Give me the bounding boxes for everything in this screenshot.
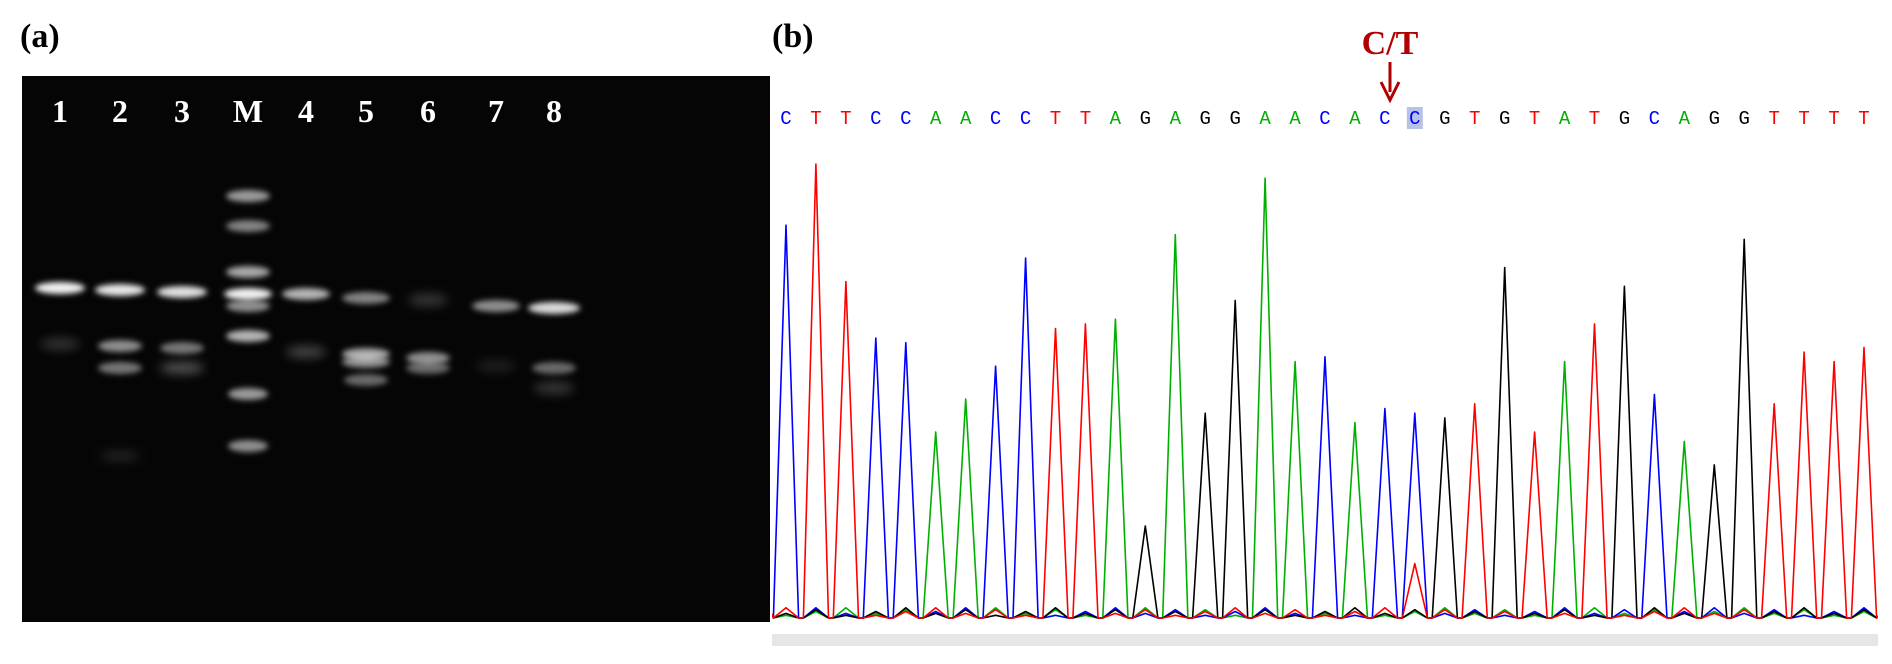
- base-call: T: [1798, 108, 1809, 130]
- gel-band: [226, 300, 270, 312]
- base-call: C: [1379, 108, 1390, 130]
- gel-band: [406, 352, 450, 364]
- gel-band: [406, 362, 450, 374]
- trace-A: [772, 177, 1878, 619]
- gel-band: [532, 362, 576, 374]
- base-call: G: [1499, 108, 1510, 130]
- gel-band: [98, 340, 142, 352]
- base-call: A: [1289, 108, 1301, 130]
- base-call: A: [1349, 108, 1361, 130]
- gel-band: [226, 266, 270, 278]
- gel-band: [157, 286, 207, 298]
- base-call: G: [1200, 108, 1211, 130]
- base-call: T: [1529, 108, 1540, 130]
- gel-bands: [35, 190, 580, 462]
- gel-band: [408, 294, 448, 306]
- base-call: C: [870, 108, 881, 130]
- base-call: G: [1140, 108, 1151, 130]
- scroll-track: [772, 634, 1878, 646]
- gel-band: [224, 288, 272, 300]
- lane-label-7: 7: [488, 93, 504, 129]
- base-call: A: [960, 108, 972, 130]
- base-call: G: [1439, 108, 1450, 130]
- gel-band: [476, 360, 516, 372]
- gel-band: [98, 362, 142, 374]
- base-call: C: [900, 108, 911, 130]
- base-call: A: [1170, 108, 1182, 130]
- lane-label-8: 8: [546, 93, 562, 129]
- base-call: T: [1050, 108, 1061, 130]
- trace-G: [772, 238, 1878, 619]
- gel-band: [472, 300, 520, 312]
- gel-band: [534, 382, 574, 394]
- gel-band: [286, 346, 326, 358]
- snp-arrow-icon: [1379, 62, 1401, 104]
- base-call: C: [1020, 108, 1031, 130]
- gel-band: [282, 288, 330, 300]
- gel-band: [40, 338, 80, 350]
- gel-band: [228, 388, 268, 400]
- base-call: T: [1589, 108, 1600, 130]
- base-call: T: [1768, 108, 1779, 130]
- lane-label-M: M: [233, 93, 263, 129]
- trace-C: [772, 224, 1878, 619]
- gel-band: [226, 190, 270, 202]
- base-call: G: [1709, 108, 1720, 130]
- base-call: G: [1619, 108, 1630, 130]
- lane-label-6: 6: [420, 93, 436, 129]
- base-call: A: [1559, 108, 1571, 130]
- base-call: T: [1080, 108, 1091, 130]
- gel-band: [160, 342, 204, 354]
- trace-T: [772, 163, 1878, 619]
- base-call: T: [1828, 108, 1839, 130]
- base-call: T: [1858, 108, 1869, 130]
- gel-band: [226, 220, 270, 232]
- base-call: C: [990, 108, 1001, 130]
- snp-label: C/T: [1362, 25, 1419, 62]
- highlighted-base-marker: [1406, 107, 1423, 129]
- lane-label-1: 1: [52, 93, 68, 129]
- base-call: G: [1229, 108, 1240, 130]
- lane-label-4: 4: [298, 93, 314, 129]
- base-call: C: [780, 108, 791, 130]
- gel-band: [100, 450, 140, 462]
- gel-band: [344, 374, 388, 386]
- gel-band: [226, 330, 270, 342]
- gel-band: [528, 302, 580, 314]
- base-call: T: [810, 108, 821, 130]
- gel-band: [160, 362, 204, 374]
- lane-label-5: 5: [358, 93, 374, 129]
- base-call: C: [1649, 108, 1660, 130]
- gel-band: [95, 284, 145, 296]
- base-call: G: [1739, 108, 1750, 130]
- panel-a-label: (a): [20, 18, 60, 55]
- base-call: A: [1110, 108, 1122, 130]
- gel-band: [342, 292, 390, 304]
- base-call: T: [840, 108, 851, 130]
- gel-band: [342, 356, 390, 368]
- gel-band: [228, 440, 268, 452]
- chromatogram-traces: [772, 163, 1878, 619]
- base-call: C: [1409, 108, 1420, 130]
- base-call: A: [930, 108, 942, 130]
- base-call: T: [1469, 108, 1480, 130]
- lane-label-3: 3: [174, 93, 190, 129]
- base-call: C: [1319, 108, 1330, 130]
- base-call: A: [1679, 108, 1691, 130]
- base-call: A: [1259, 108, 1271, 130]
- gel-band: [35, 282, 85, 294]
- panel-b-label: (b): [772, 18, 814, 55]
- lane-label-2: 2: [112, 93, 128, 129]
